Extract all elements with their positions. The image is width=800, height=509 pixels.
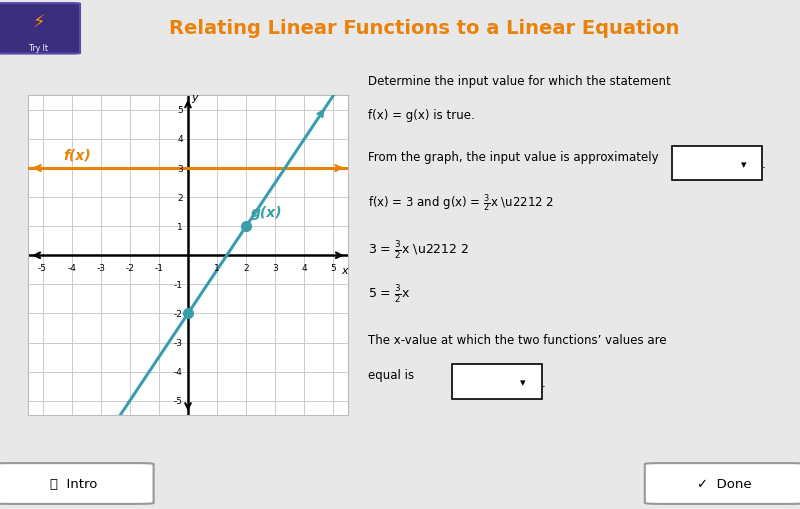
Text: -3: -3 (96, 263, 106, 272)
Text: -1: -1 (174, 280, 182, 289)
Text: ⚡: ⚡ (32, 13, 45, 31)
Text: Try It: Try It (29, 43, 48, 52)
Text: Relating Linear Functions to a Linear Equation: Relating Linear Functions to a Linear Eq… (169, 19, 679, 38)
Text: -4: -4 (174, 367, 182, 376)
Text: g(x): g(x) (250, 206, 282, 219)
Text: The x-value at which the two functions’ values are: The x-value at which the two functions’ … (368, 334, 667, 347)
Text: ✓  Done: ✓ Done (698, 477, 752, 490)
Text: .: . (542, 376, 546, 389)
Text: -2: -2 (126, 263, 134, 272)
Text: 5 = $\frac{3}{2}$x: 5 = $\frac{3}{2}$x (368, 283, 410, 305)
Text: Determine the input value for which the statement: Determine the input value for which the … (368, 75, 671, 88)
FancyBboxPatch shape (672, 147, 762, 181)
Text: -1: -1 (154, 263, 163, 272)
Text: 4: 4 (177, 135, 182, 144)
Text: f(x) = 3 and g(x) = $\frac{3}{2}$x \u2212 2: f(x) = 3 and g(x) = $\frac{3}{2}$x \u221… (368, 192, 554, 214)
FancyBboxPatch shape (0, 463, 154, 504)
Text: -2: -2 (174, 309, 182, 318)
Text: 5: 5 (330, 263, 336, 272)
Text: 3: 3 (177, 164, 182, 173)
Text: f(x) = g(x) is true.: f(x) = g(x) is true. (368, 108, 475, 121)
Text: 1: 1 (214, 263, 220, 272)
Text: -3: -3 (174, 338, 182, 347)
Text: ▾: ▾ (520, 377, 526, 387)
Text: ▾: ▾ (741, 159, 746, 169)
Text: y: y (191, 93, 198, 102)
Text: 1: 1 (177, 222, 182, 231)
Text: 🔊  Intro: 🔊 Intro (50, 477, 98, 490)
Text: 2: 2 (177, 193, 182, 202)
Text: equal is: equal is (368, 368, 414, 381)
FancyBboxPatch shape (0, 4, 80, 54)
Text: -5: -5 (38, 263, 47, 272)
Text: 2: 2 (243, 263, 249, 272)
Text: 3 = $\frac{3}{2}$x \u2212 2: 3 = $\frac{3}{2}$x \u2212 2 (368, 239, 470, 261)
Text: 5: 5 (177, 106, 182, 115)
Text: .: . (762, 158, 766, 171)
Text: 4: 4 (302, 263, 307, 272)
Text: -5: -5 (174, 397, 182, 406)
FancyBboxPatch shape (645, 463, 800, 504)
Text: From the graph, the input value is approximately: From the graph, the input value is appro… (368, 150, 659, 163)
Text: f(x): f(x) (63, 148, 91, 162)
Text: x: x (342, 265, 349, 275)
FancyBboxPatch shape (452, 364, 542, 399)
Text: -4: -4 (67, 263, 76, 272)
Text: 3: 3 (272, 263, 278, 272)
